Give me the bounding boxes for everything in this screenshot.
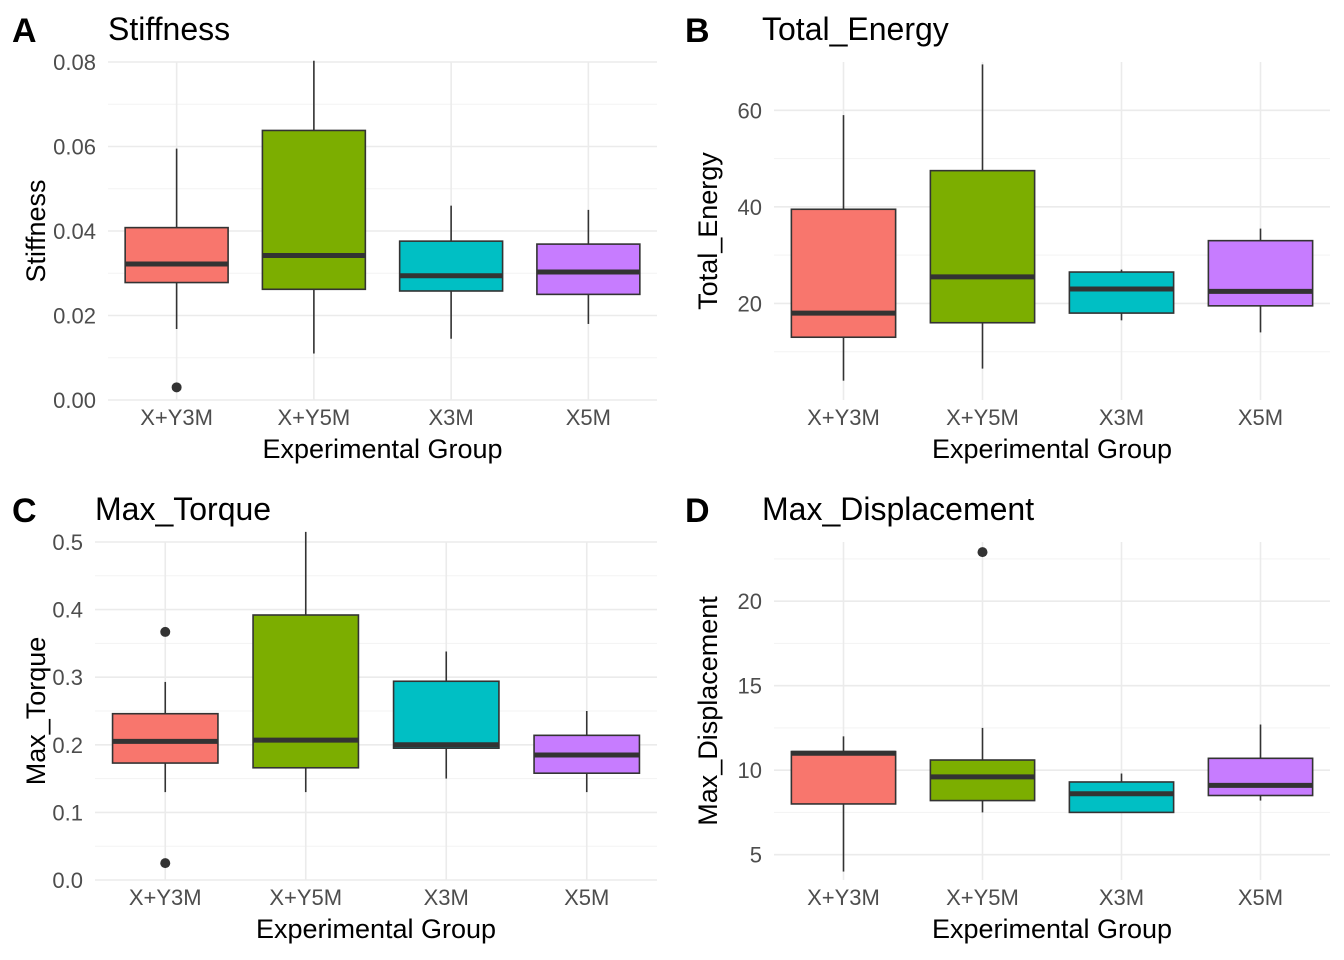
y-tick-label: 0.08 bbox=[53, 50, 96, 75]
y-tick-label: 0.1 bbox=[52, 800, 83, 825]
grid bbox=[774, 542, 1330, 880]
box-iqr bbox=[929, 169, 1036, 324]
x-tick-label: X+Y5M bbox=[277, 405, 350, 430]
y-axis-title: Max_Torque bbox=[21, 637, 51, 786]
box-x-y5m bbox=[929, 64, 1036, 369]
x-tick-label: X3M bbox=[424, 885, 469, 910]
box-x5m bbox=[536, 209, 641, 324]
y-tick-label: 0.02 bbox=[53, 304, 96, 329]
x-axis-title: Experimental Group bbox=[932, 914, 1172, 944]
panel-c: 0.0 0.1 0.2 0.3 0.4 0.5 X+Y3M X+Y5M X3M X5M C Max_T… bbox=[12, 491, 657, 944]
y-tick-label: 10 bbox=[738, 758, 762, 783]
y-tick-label: 0.2 bbox=[52, 733, 83, 758]
y-tick-label: 20 bbox=[738, 589, 762, 614]
box-x-y5m bbox=[252, 531, 360, 793]
x-tick-label: X3M bbox=[1099, 885, 1144, 910]
box-iqr bbox=[1207, 239, 1314, 307]
x-tick-label: X+Y3M bbox=[129, 885, 202, 910]
y-tick-label: 15 bbox=[738, 674, 762, 699]
box-iqr bbox=[398, 240, 504, 292]
box-iqr bbox=[1068, 781, 1175, 814]
outlier-point bbox=[977, 547, 988, 558]
x-tick-label: X+Y3M bbox=[140, 405, 213, 430]
panel-title: Stiffness bbox=[108, 11, 230, 47]
box-x5m bbox=[533, 711, 641, 793]
box-x-y3m bbox=[790, 736, 897, 872]
box-x5m bbox=[1207, 228, 1314, 333]
x-tick-label: X+Y5M bbox=[269, 885, 342, 910]
panel-d: 5 10 15 20 X+Y3M X+Y5M X3M X5M D Max_Displacement… bbox=[685, 491, 1330, 944]
x-tick-label: X3M bbox=[1099, 405, 1144, 430]
box-iqr bbox=[261, 129, 367, 291]
box-x-y3m bbox=[790, 115, 897, 381]
box-x3m bbox=[1068, 269, 1175, 321]
y-axis-title: Max_Displacement bbox=[693, 596, 723, 826]
y-tick-label: 5 bbox=[750, 843, 762, 868]
outlier-point bbox=[160, 626, 171, 637]
y-tick-label: 0.4 bbox=[52, 598, 83, 623]
x-axis-title: Experimental Group bbox=[256, 914, 496, 944]
box-x5m bbox=[1207, 724, 1314, 801]
box-x3m bbox=[1068, 773, 1175, 814]
box-iqr bbox=[929, 759, 1036, 802]
x-tick-label: X+Y3M bbox=[807, 405, 880, 430]
y-tick-label: 20 bbox=[738, 291, 762, 316]
box-iqr bbox=[536, 243, 641, 296]
x-tick-label: X5M bbox=[564, 885, 609, 910]
x-tick-label: X+Y5M bbox=[946, 885, 1019, 910]
panel-a: 0.00 0.02 0.04 0.06 0.08 X+Y3M X+Y5M X3M X5M A Sti… bbox=[12, 11, 657, 464]
box-iqr bbox=[252, 614, 360, 769]
y-axis-title: Stiffness bbox=[21, 179, 51, 282]
y-tick-label: 0.3 bbox=[52, 665, 83, 690]
panel-title: Max_Displacement bbox=[762, 491, 1034, 527]
x-tick-label: X3M bbox=[429, 405, 474, 430]
y-tick-label: 0.04 bbox=[53, 219, 96, 244]
panel-letter: B bbox=[685, 12, 710, 50]
y-tick-label: 40 bbox=[738, 195, 762, 220]
box-x-y3m bbox=[124, 148, 229, 393]
panel-title: Max_Torque bbox=[95, 491, 271, 527]
y-tick-label: 0.06 bbox=[53, 135, 96, 160]
box-x3m bbox=[392, 651, 500, 779]
box-iqr bbox=[1207, 757, 1314, 797]
y-tick-label: 60 bbox=[738, 98, 762, 123]
y-tick-label: 0.0 bbox=[52, 868, 83, 893]
outlier-point bbox=[160, 858, 171, 869]
panel-b: 20 40 60 X+Y3M X+Y5M X3M X5M B Total_Energy Exper… bbox=[685, 11, 1330, 464]
box-x3m bbox=[398, 205, 504, 339]
panel-letter: C bbox=[12, 492, 37, 530]
panel-letter: D bbox=[685, 492, 710, 530]
x-axis-title: Experimental Group bbox=[932, 434, 1172, 464]
x-axis-title: Experimental Group bbox=[262, 434, 502, 464]
panel-title: Total_Energy bbox=[762, 11, 949, 47]
box-iqr bbox=[111, 712, 219, 764]
y-tick-label: 0.00 bbox=[53, 388, 96, 413]
grid bbox=[95, 541, 657, 881]
box-iqr bbox=[1068, 271, 1175, 314]
x-tick-label: X5M bbox=[1238, 885, 1283, 910]
box-x-y5m bbox=[929, 547, 1036, 813]
outlier-point bbox=[171, 382, 182, 393]
box-iqr bbox=[790, 208, 897, 339]
x-tick-label: X+Y3M bbox=[807, 885, 880, 910]
panel-letter: A bbox=[12, 12, 37, 50]
box-x-y5m bbox=[261, 60, 367, 354]
box-iqr bbox=[124, 226, 229, 284]
x-tick-label: X5M bbox=[1238, 405, 1283, 430]
y-tick-label: 0.5 bbox=[52, 530, 83, 555]
box-iqr bbox=[392, 680, 500, 749]
y-axis-title: Total_Energy bbox=[693, 152, 723, 310]
box-x-y3m bbox=[111, 626, 219, 869]
box-iqr bbox=[790, 750, 897, 805]
x-tick-label: X5M bbox=[566, 405, 611, 430]
x-tick-label: X+Y5M bbox=[946, 405, 1019, 430]
